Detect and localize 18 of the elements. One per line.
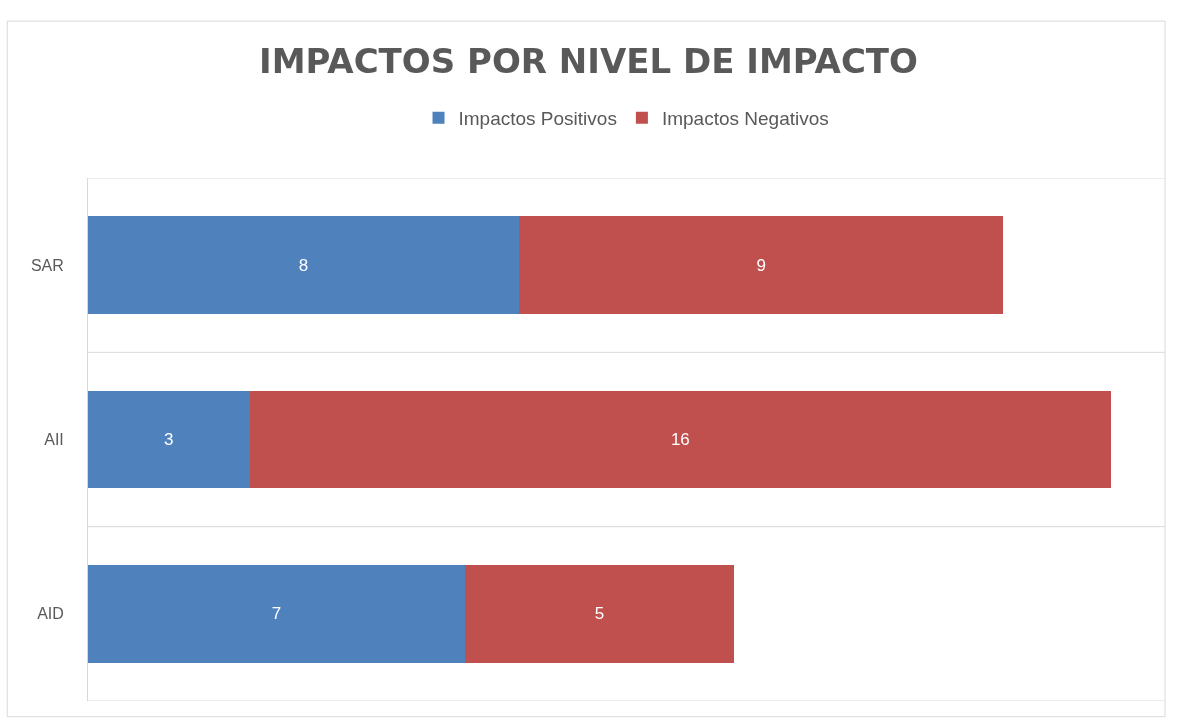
data-label: 8	[298, 255, 309, 275]
bar	[88, 565, 465, 663]
data-label: 3	[164, 430, 174, 449]
y-tick-label: AII	[44, 431, 64, 449]
data-label: 7	[271, 604, 282, 624]
data-label: 5	[594, 604, 605, 624]
y-tick-label: AID	[37, 605, 64, 623]
legend-label: Impactos Negativos	[661, 108, 829, 130]
bar	[88, 216, 519, 314]
bar	[249, 390, 1112, 489]
legend-label: Impactos Positivos	[458, 108, 617, 130]
chart-title: IMPACTOS POR NIVEL DE IMPACTO	[259, 41, 918, 82]
data-label: 16	[670, 430, 690, 449]
bar	[88, 390, 250, 489]
data-label: 9	[756, 255, 766, 275]
bar	[518, 216, 1004, 314]
y-tick-label: SAR	[30, 256, 64, 274]
bar	[464, 565, 735, 663]
